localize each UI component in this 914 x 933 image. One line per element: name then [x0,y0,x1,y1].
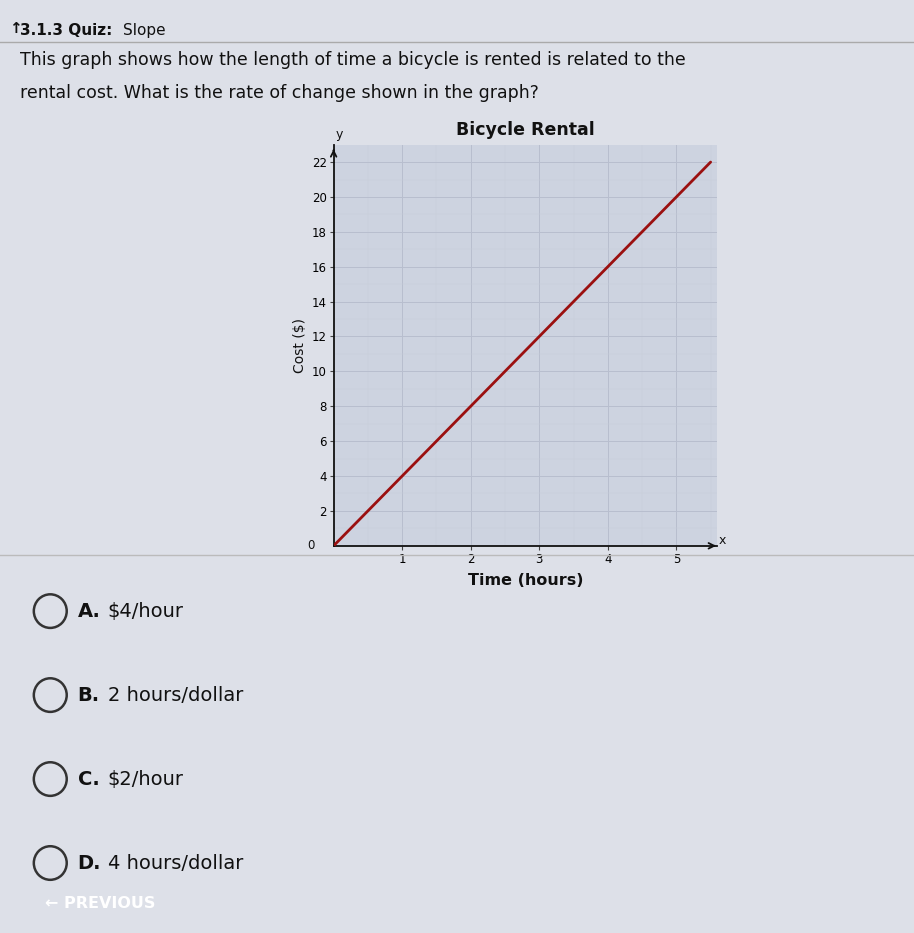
Title: Bicycle Rental: Bicycle Rental [456,121,595,139]
Text: C.: C. [78,770,100,788]
Text: ↑: ↑ [9,21,22,36]
Text: y: y [335,128,343,141]
Text: A.: A. [78,602,101,620]
Y-axis label: Cost ($): Cost ($) [293,318,307,372]
Text: 4 hours/dollar: 4 hours/dollar [108,854,243,872]
Text: rental cost. What is the rate of change shown in the graph?: rental cost. What is the rate of change … [20,84,539,102]
Text: Slope: Slope [123,23,166,38]
Text: 3.1.3 Quiz:: 3.1.3 Quiz: [20,23,112,38]
X-axis label: Time (hours): Time (hours) [468,573,583,588]
Text: B.: B. [78,686,100,704]
Text: ← PREVIOUS: ← PREVIOUS [45,896,155,911]
Text: $4/hour: $4/hour [108,602,184,620]
Text: $2/hour: $2/hour [108,770,184,788]
Text: D.: D. [78,854,101,872]
Text: 2 hours/dollar: 2 hours/dollar [108,686,243,704]
Text: 0: 0 [307,539,314,552]
Text: x: x [718,534,727,547]
Text: This graph shows how the length of time a bicycle is rented is related to the: This graph shows how the length of time … [20,51,685,69]
